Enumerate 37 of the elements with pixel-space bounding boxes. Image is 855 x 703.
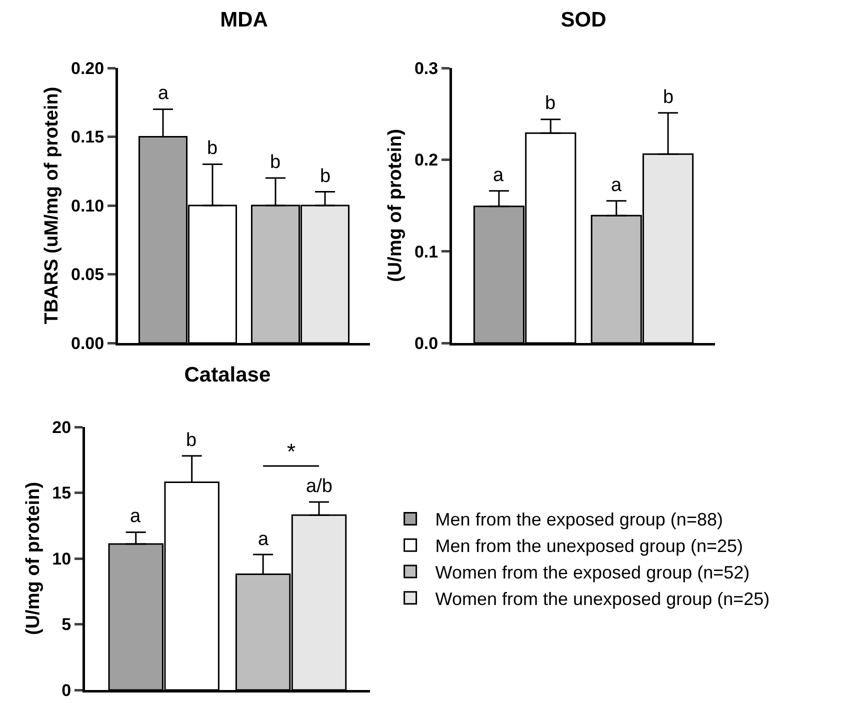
chart-title: Catalase (184, 364, 271, 387)
y-tick-label: 0.1 (414, 242, 438, 262)
annotation: a (258, 529, 269, 550)
y-tick-label: 15 (52, 484, 72, 503)
legend-label: Women from the exposed group (n=52) (435, 562, 750, 583)
annotation: b (545, 93, 556, 114)
annotation: b (270, 152, 281, 173)
chart-title: SOD (560, 8, 606, 32)
chart-title: MDA (220, 8, 268, 32)
y-axis-title: TBARS (uM/mg of protein) (42, 86, 63, 324)
legend-label: Women from the unexposed group (n=25) (435, 588, 770, 609)
legend-label: Men from the unexposed group (n=25) (435, 536, 743, 556)
y-tick-label: 0.2 (414, 150, 438, 170)
y-tick-label: 5 (62, 615, 72, 634)
y-tick-label: 0.3 (414, 58, 438, 78)
y-tick-label: 0.00 (71, 334, 104, 353)
annotation: b (186, 430, 197, 451)
annotation: a (493, 165, 504, 186)
annotation: a (611, 175, 622, 196)
legend-label: Men from the exposed group (n=88) (435, 510, 723, 530)
y-tick-label: 0.15 (71, 128, 104, 147)
annotation: a (130, 506, 141, 527)
y-axis-title: (U/mg of protein) (385, 128, 406, 282)
y-tick-label: 0.20 (71, 58, 104, 78)
annotation: a (158, 83, 169, 104)
y-axis-title: (U/mg of protein) (22, 482, 44, 636)
y-tick-label: 0.0 (414, 334, 438, 353)
annotation: b (207, 138, 218, 159)
annotation: * (287, 439, 296, 464)
y-tick-label: 0.05 (71, 265, 104, 284)
y-tick-label: 0.10 (71, 196, 104, 216)
annotation: a/b (306, 476, 332, 497)
y-tick-label: 10 (52, 549, 72, 568)
annotation: b (663, 87, 674, 108)
y-tick-label: 20 (52, 418, 72, 437)
annotation: b (320, 166, 331, 187)
y-tick-label: 0 (62, 680, 72, 700)
